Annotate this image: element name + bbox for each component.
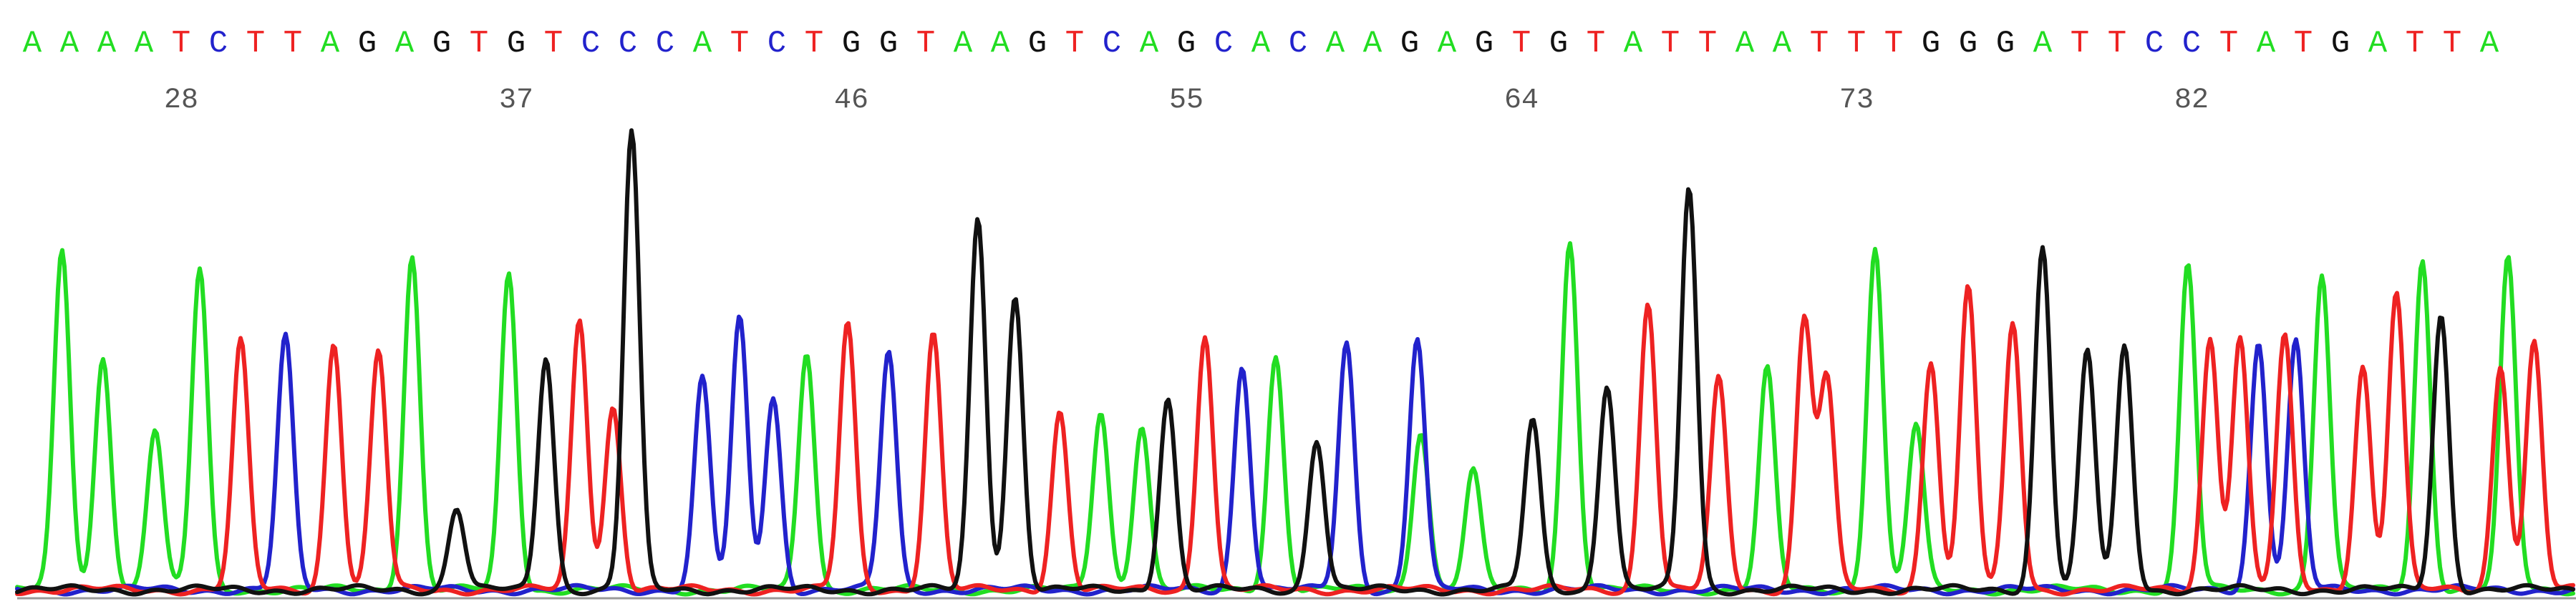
base-call-t: T — [246, 26, 265, 62]
base-call-a: A — [991, 26, 1010, 62]
base-call-t: T — [172, 26, 190, 62]
base-call-t: T — [2406, 26, 2424, 62]
trace-g — [15, 128, 2575, 597]
base-call-t: T — [2443, 26, 2461, 62]
base-call-t: T — [916, 26, 935, 62]
base-call-t: T — [1512, 26, 1531, 62]
base-call-c: C — [2145, 26, 2164, 62]
base-call-g: G — [1028, 26, 1047, 62]
base-call-a: A — [1326, 26, 1345, 62]
base-call-a: A — [2033, 26, 2053, 62]
position-label: 82 — [2174, 84, 2209, 117]
base-call-a: A — [97, 26, 117, 62]
trace-a — [15, 241, 2575, 597]
base-call-c: C — [2182, 26, 2201, 62]
base-call-c: C — [656, 26, 674, 62]
base-call-t: T — [284, 26, 302, 62]
base-call-t: T — [544, 26, 563, 62]
base-call-t: T — [1698, 26, 1717, 62]
base-call-t: T — [2108, 26, 2126, 62]
base-call-t: T — [470, 26, 488, 62]
base-call-g: G — [879, 26, 898, 62]
base-call-t: T — [1661, 26, 1680, 62]
base-call-c: C — [581, 26, 600, 62]
base-call-g: G — [1475, 26, 1493, 62]
base-call-g: G — [1549, 26, 1568, 62]
base-call-c: C — [209, 26, 228, 62]
base-call-g: G — [1996, 26, 2015, 62]
base-call-a: A — [1140, 26, 1159, 62]
base-call-g: G — [507, 26, 526, 62]
base-call-a: A — [60, 26, 79, 62]
base-call-t: T — [1847, 26, 1866, 62]
base-call-t: T — [1810, 26, 1829, 62]
base-call-t: T — [2219, 26, 2238, 62]
base-call-t: T — [1587, 26, 1605, 62]
base-call-g: G — [842, 26, 861, 62]
position-label: 73 — [1839, 84, 1874, 117]
base-call-a: A — [321, 26, 340, 62]
base-call-a: A — [693, 26, 712, 62]
base-call-t: T — [1884, 26, 1903, 62]
base-call-c: C — [1103, 26, 1121, 62]
base-call-g: G — [358, 26, 377, 62]
base-call-t: T — [2071, 26, 2089, 62]
base-call-g: G — [2331, 26, 2350, 62]
position-label: 46 — [834, 84, 868, 117]
base-call-c: C — [768, 26, 786, 62]
base-call-a: A — [2480, 26, 2499, 62]
base-call-a: A — [1735, 26, 1755, 62]
base-call-a: A — [954, 26, 973, 62]
base-call-a: A — [1773, 26, 1792, 62]
base-call-a: A — [1438, 26, 1457, 62]
base-call-c: C — [619, 26, 637, 62]
base-call-g: G — [1177, 26, 1196, 62]
base-call-a: A — [135, 26, 154, 62]
position-label: 37 — [499, 84, 533, 117]
base-call-g: G — [1959, 26, 1977, 62]
position-label: 28 — [164, 84, 198, 117]
peak-a — [1420, 432, 1422, 433]
base-call-a: A — [1624, 26, 1643, 62]
base-call-t: T — [730, 26, 749, 62]
base-call-g: G — [432, 26, 451, 62]
base-call-a: A — [1363, 26, 1383, 62]
base-call-c: C — [1289, 26, 1307, 62]
base-call-g: G — [1400, 26, 1419, 62]
trace-layer — [15, 128, 2575, 597]
base-call-t: T — [1065, 26, 1084, 62]
base-call-a: A — [395, 26, 415, 62]
position-label: 55 — [1169, 84, 1204, 117]
position-label: 64 — [1504, 84, 1539, 117]
base-call-a: A — [23, 26, 42, 62]
base-call-c: C — [1214, 26, 1233, 62]
base-call-t: T — [2294, 26, 2313, 62]
base-call-a: A — [2257, 26, 2276, 62]
base-call-t: T — [805, 26, 823, 62]
base-call-a: A — [2368, 26, 2388, 62]
base-call-a: A — [1251, 26, 1271, 62]
base-call-g: G — [1922, 26, 1940, 62]
